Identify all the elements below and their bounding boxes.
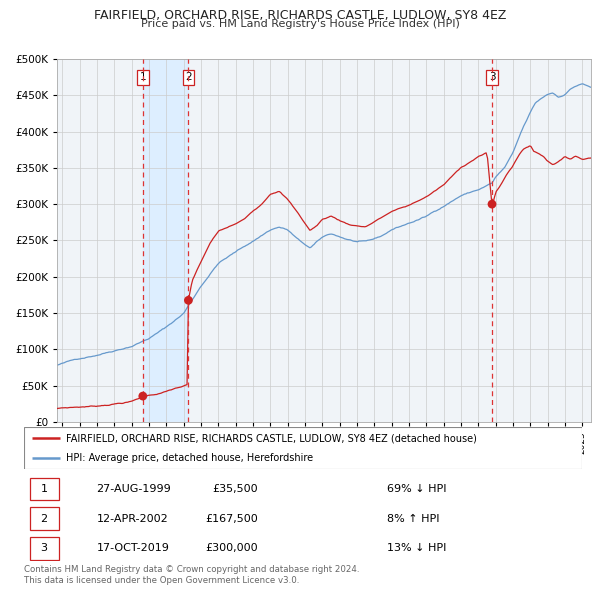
Point xyxy=(184,296,193,305)
Bar xyxy=(143,59,188,422)
Text: FAIRFIELD, ORCHARD RISE, RICHARDS CASTLE, LUDLOW, SY8 4EZ: FAIRFIELD, ORCHARD RISE, RICHARDS CASTLE… xyxy=(94,9,506,22)
Text: 8% ↑ HPI: 8% ↑ HPI xyxy=(387,513,439,523)
Bar xyxy=(29,507,59,530)
Text: £300,000: £300,000 xyxy=(206,543,259,553)
Point xyxy=(487,199,497,209)
Text: 69% ↓ HPI: 69% ↓ HPI xyxy=(387,484,446,494)
Text: 3: 3 xyxy=(41,543,47,553)
Text: HPI: Average price, detached house, Herefordshire: HPI: Average price, detached house, Here… xyxy=(66,454,313,463)
Text: 13% ↓ HPI: 13% ↓ HPI xyxy=(387,543,446,553)
Bar xyxy=(29,537,59,560)
Text: 27-AUG-1999: 27-AUG-1999 xyxy=(97,484,171,494)
Text: 1: 1 xyxy=(140,72,146,82)
Text: 2: 2 xyxy=(185,72,192,82)
Text: 12-APR-2002: 12-APR-2002 xyxy=(97,513,168,523)
Text: 2: 2 xyxy=(41,513,47,523)
Text: Price paid vs. HM Land Registry's House Price Index (HPI): Price paid vs. HM Land Registry's House … xyxy=(140,19,460,30)
Point xyxy=(138,391,148,401)
Text: £35,500: £35,500 xyxy=(213,484,259,494)
Bar xyxy=(29,477,59,500)
Text: 3: 3 xyxy=(488,72,496,82)
Text: £167,500: £167,500 xyxy=(206,513,259,523)
Text: 17-OCT-2019: 17-OCT-2019 xyxy=(97,543,169,553)
Text: Contains HM Land Registry data © Crown copyright and database right 2024.
This d: Contains HM Land Registry data © Crown c… xyxy=(24,565,359,585)
Text: 1: 1 xyxy=(41,484,47,494)
Text: FAIRFIELD, ORCHARD RISE, RICHARDS CASTLE, LUDLOW, SY8 4EZ (detached house): FAIRFIELD, ORCHARD RISE, RICHARDS CASTLE… xyxy=(66,433,477,443)
